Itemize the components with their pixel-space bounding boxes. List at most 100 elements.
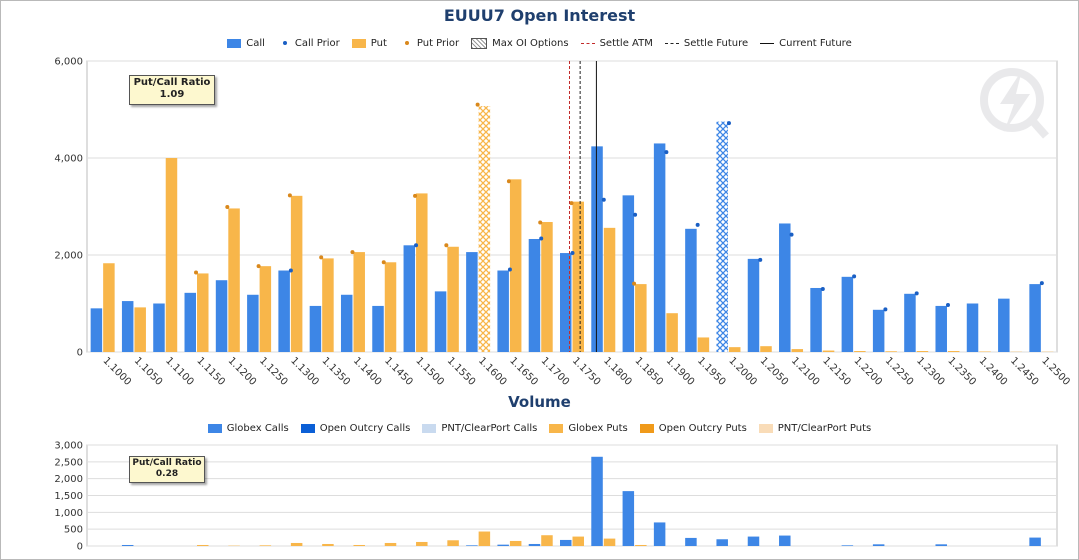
legend-label: Settle Future <box>683 37 749 49</box>
put-prior-dot <box>475 102 480 107</box>
bar-call <box>810 287 822 352</box>
call-prior-dot <box>507 267 512 272</box>
bar-put <box>822 350 835 352</box>
y-tick-label: 1,500 <box>54 491 83 502</box>
legend-item: Open Outcry Calls <box>300 422 411 434</box>
call-prior-dot <box>820 286 825 291</box>
legend-swatch <box>758 423 773 433</box>
bar-call <box>215 280 228 352</box>
chart-title: EUUU7 Open Interest <box>443 6 636 25</box>
y-tick-label: 2,500 <box>54 457 83 468</box>
bar-globex-calls <box>872 544 885 546</box>
legend-swatch <box>300 423 315 433</box>
x-tick-label: 1.1250 <box>257 355 290 388</box>
legend-label: Call Prior <box>294 37 340 49</box>
legend-label: Globex Puts <box>568 422 628 434</box>
bar-put <box>947 351 960 352</box>
x-tick-label: 1.2250 <box>883 355 916 388</box>
bar-globex-calls <box>622 491 635 546</box>
bar-put <box>697 337 710 352</box>
y-tick-label: 2,000 <box>54 474 83 485</box>
put-prior-dot <box>413 193 418 198</box>
bar-call <box>841 276 854 352</box>
put-prior-dot <box>225 204 230 209</box>
legend-item: Current Future <box>760 38 852 49</box>
bar-globex-calls <box>841 545 854 546</box>
bar-globex-calls <box>497 544 509 546</box>
bar-globex-calls <box>560 539 572 546</box>
legend-swatch <box>664 42 679 44</box>
bar-put <box>384 262 397 352</box>
bar-globex-puts <box>353 544 365 546</box>
x-tick-label: 1.2300 <box>914 355 947 388</box>
legend-item: PNT/ClearPort Calls <box>422 423 537 434</box>
legend-label: PNT/ClearPort Puts <box>777 422 872 434</box>
bar-call <box>278 270 290 352</box>
x-tick-label: 1.2350 <box>945 355 978 388</box>
legend-swatch <box>282 41 287 45</box>
put-prior-dot <box>569 201 574 206</box>
bar-globex-calls <box>747 536 760 546</box>
legend-item: Put <box>351 38 387 49</box>
x-tick-label: 1.1050 <box>132 355 165 388</box>
legend-label: Open Outcry Calls <box>319 422 411 434</box>
legend-label: Settle ATM <box>599 37 653 49</box>
y-tick-label: 500 <box>64 525 83 536</box>
volume-legend: Globex Calls Open Outcry Calls PNT/ClearPo… <box>0 421 1079 435</box>
bar-put <box>854 351 866 352</box>
bar-call <box>1029 284 1041 352</box>
bar-globex-puts <box>635 544 647 546</box>
legend-label: PNT/ClearPort Calls <box>441 422 538 434</box>
y-tick-label: 0 <box>77 348 83 359</box>
call-prior-dot <box>633 212 638 217</box>
legend-item: Put Prior <box>399 38 459 49</box>
bar-call <box>779 223 791 352</box>
call-prior-dot <box>914 291 919 296</box>
legend-item: Open Outcry Puts <box>639 423 747 434</box>
watermark-logo <box>980 68 1049 139</box>
bar-call <box>497 270 509 352</box>
bar-put <box>728 347 741 352</box>
volume-title: Volume <box>508 393 571 411</box>
bar-put <box>541 222 553 352</box>
bar-call <box>403 245 416 352</box>
bar-call <box>372 305 384 352</box>
x-tick-label: 1.2200 <box>851 355 884 388</box>
legend-swatch <box>471 37 488 49</box>
legend-item: Settle Future <box>664 37 749 49</box>
put-prior-dot <box>632 281 637 286</box>
bar-call <box>466 252 478 352</box>
bar-globex-puts <box>322 543 334 546</box>
x-tick-label: 1.2450 <box>1008 355 1041 388</box>
x-tick-label: 1.1700 <box>539 355 572 388</box>
legend-swatch <box>760 42 775 44</box>
bar-globex-calls <box>935 544 947 546</box>
bar-globex-calls <box>685 537 697 546</box>
volume-ratio-value: 0.28 <box>155 469 179 479</box>
bar-globex-puts <box>197 544 209 546</box>
x-tick-label: 1.2000 <box>726 355 759 388</box>
y-tick-label: 2,000 <box>54 251 83 262</box>
bar-call <box>998 298 1010 352</box>
legend-label: Max OI Options <box>492 37 569 49</box>
legend-item: Max OI Options <box>471 37 569 49</box>
x-tick-label: 1.1600 <box>476 355 509 388</box>
x-tick-label: 1.1200 <box>226 355 259 388</box>
y-tick-label: 3,000 <box>54 441 83 452</box>
bar-put <box>760 346 772 352</box>
bar-call <box>247 294 259 352</box>
call-prior-dot <box>758 257 763 262</box>
bar-call <box>153 303 165 352</box>
call-prior-dot <box>883 307 888 312</box>
oi-put-call-ratio: Put/Call Ratio 1.09 <box>129 75 215 105</box>
y-tick-label: 6,000 <box>54 57 83 68</box>
bar-put <box>353 252 365 352</box>
call-prior-dot <box>695 222 700 227</box>
x-tick-label: 1.1350 <box>320 355 353 388</box>
x-tick-label: 1.1950 <box>695 355 728 388</box>
legend-swatch <box>351 38 366 48</box>
put-prior-dot <box>287 193 292 198</box>
bar-put <box>635 284 647 352</box>
bar-call <box>872 309 885 352</box>
volume-ratio-label: Put/Call Ratio <box>132 458 202 468</box>
